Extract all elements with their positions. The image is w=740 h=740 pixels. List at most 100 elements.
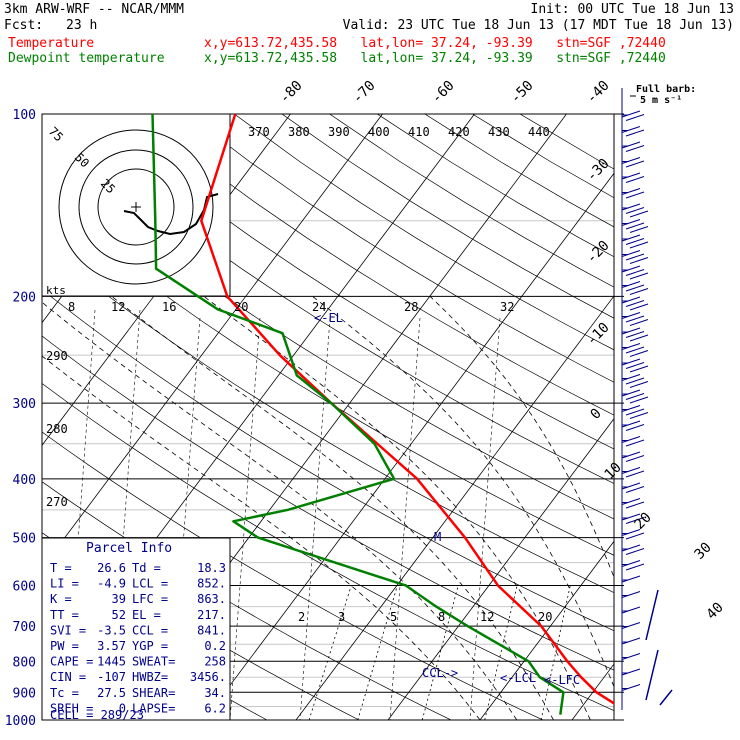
hodograph-speed-label: 8 [68, 300, 75, 314]
parcel-field: LAPSE= [132, 701, 175, 715]
wind-barb-flag [621, 234, 641, 242]
wind-barb-flag [621, 296, 641, 304]
temperature-legend-label: Temperature [8, 36, 95, 51]
isotherm-line [664, 114, 740, 720]
wind-barb-flag [625, 377, 645, 385]
dry-adiabat-line [42, 289, 614, 632]
isotherm-label: -50 [508, 78, 537, 107]
hodograph-speed-arc [229, 317, 261, 720]
parcel-field: Tc = [50, 686, 79, 700]
wind-barb-flag [625, 253, 645, 261]
parcel-field: CAPE = [50, 655, 93, 669]
dry-adiabat-line [42, 154, 614, 520]
theta-label: 380 [288, 125, 310, 139]
mixing-ratio-label: 2 [298, 610, 305, 624]
parcel-field: 0 [119, 701, 126, 715]
pressure-label: 500 [13, 532, 36, 547]
parcel-field: 0.2 [204, 639, 226, 653]
mixing-ratio-label: 12 [480, 610, 494, 624]
dry-adiabat-line [42, 431, 544, 720]
wind-barb-flag [629, 412, 649, 419]
wind-barb-flag [629, 272, 649, 280]
wind-barb-flag [625, 191, 645, 199]
parcel-info-title: Parcel Info [86, 541, 172, 556]
theta-label: 290 [46, 349, 68, 363]
wind-barb-flag [625, 238, 645, 245]
lcl-marker: <-LCL [500, 671, 536, 685]
wind-barb-flag [625, 346, 645, 354]
parcel-field: 3456. [190, 670, 226, 684]
theta-label: 370 [248, 125, 270, 139]
wind-barb-flag [625, 176, 645, 183]
wind-barb-flag [625, 315, 645, 323]
wind-barb-flag [621, 281, 641, 288]
parcel-field: -3.5 [97, 623, 126, 637]
moist-adiabat-line [203, 296, 591, 720]
barb-legend-title: Full barb: [636, 84, 696, 95]
hodograph-ring [97, 168, 175, 246]
hodograph-speed-arc [389, 317, 421, 720]
parcel-field: EL = [132, 608, 161, 622]
wind-barb-flag [625, 362, 645, 369]
wind-barb-flag [625, 486, 645, 493]
wind-barb-flag [625, 160, 645, 168]
theta-label: 430 [488, 125, 510, 139]
dry-adiabat-line [42, 198, 614, 556]
mixing-ratio-label: 8 [438, 610, 445, 624]
wind-barb-staff [645, 589, 659, 641]
theta-label: 420 [448, 125, 470, 139]
pressure-label: 1000 [5, 714, 36, 729]
wind-barb-flag [625, 517, 645, 524]
mixing-ratio-label: 20 [538, 610, 552, 624]
wind-barb-flag [629, 381, 649, 388]
parcel-field: SREH = [50, 701, 93, 715]
isotherm-label: -40 [584, 78, 613, 107]
parcel-field: SWEAT= [132, 655, 175, 669]
parcel-field: 863. [197, 592, 226, 606]
dry-adiabat-line [281, 114, 614, 319]
wind-barb-flag [621, 172, 641, 180]
wind-barb-flag [629, 334, 649, 342]
parcel-field: 52 [112, 608, 126, 622]
parcel-field: 18.3 [197, 561, 226, 575]
pressure-label: 900 [13, 686, 36, 701]
parcel-field: -4.9 [97, 577, 126, 591]
pressure-label: 100 [13, 108, 36, 123]
dry-adiabat-line [43, 114, 614, 484]
isotherm-line [203, 172, 614, 720]
wind-barb-flag [621, 343, 641, 350]
hodograph-speed-arc [299, 317, 331, 720]
wind-barb-flag [625, 470, 645, 478]
wind-barb-flag [621, 141, 641, 149]
wind-barb-flag [625, 393, 645, 400]
wind-barb-flag [629, 257, 649, 264]
parcel-info-panel: Parcel Info T = 26.6 Td = 18.3 LI = -4.9 LCL =… [41, 537, 231, 722]
wind-barb-flag [629, 210, 649, 218]
wind-barb-flag [625, 424, 645, 431]
mixing-ratio-label: 5 [390, 610, 397, 624]
wind-barb-flag [629, 288, 649, 295]
dewpoint-legend-label: Dewpoint temperature [8, 51, 165, 66]
dry-adiabat-line [472, 114, 614, 199]
parcel-field: Td = [132, 561, 161, 575]
pressure-label: 400 [13, 473, 36, 488]
wind-barb-flag [625, 145, 645, 152]
wind-barb-flag [625, 563, 645, 571]
parcel-field: T = [50, 561, 72, 575]
parcel-field: CCL = [132, 623, 168, 637]
mixing-ratio-label: 3 [338, 610, 345, 624]
wind-barb-flag [621, 529, 641, 536]
isotherm-line [42, 114, 383, 569]
wind-barb-flag [621, 498, 641, 505]
hodograph-units-label: kts [46, 284, 66, 297]
parcel-field: CIN = [50, 670, 86, 684]
wind-barb-flag [621, 420, 641, 428]
barb-legend-unit: 5 m s⁻¹ [640, 95, 682, 106]
wind-barb-flag [621, 544, 641, 552]
wind-barb-flag [621, 451, 641, 459]
isotherm-label: -80 [277, 78, 306, 107]
wind-barb-flag [621, 405, 641, 412]
wind-barb-flag [629, 226, 649, 233]
dry-adiabat-line [42, 243, 614, 593]
